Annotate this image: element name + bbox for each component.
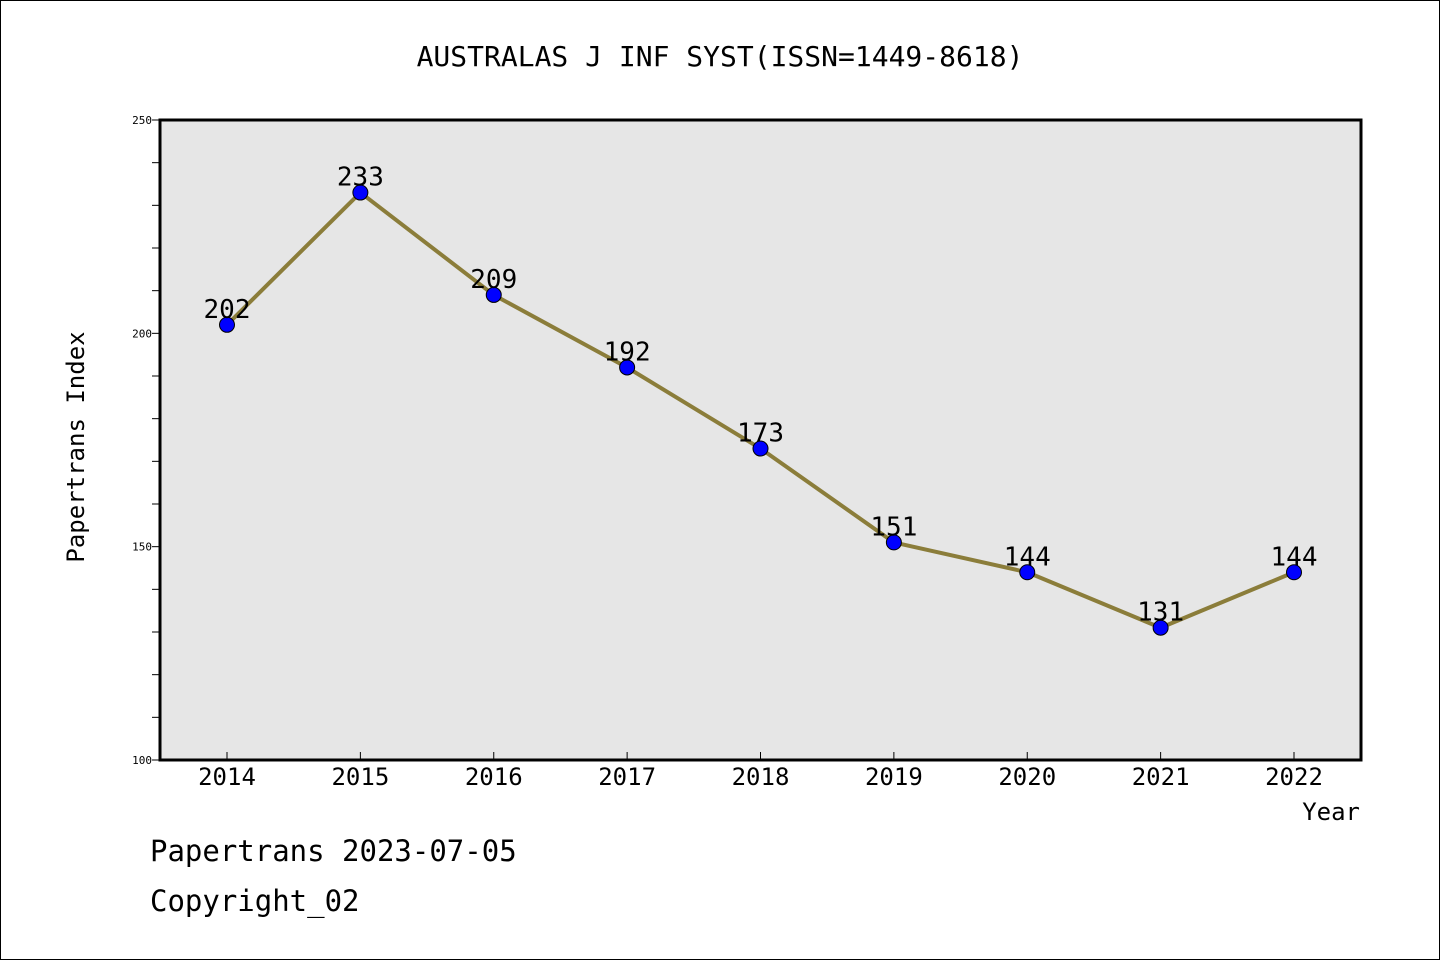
x-tick-label: 2017	[598, 763, 656, 791]
plot-border	[158, 118, 1363, 762]
data-point	[885, 534, 902, 551]
data-label: 233	[337, 163, 384, 193]
y-tick-label: 100	[132, 754, 152, 767]
data-point	[1286, 564, 1302, 581]
data-point	[485, 286, 502, 303]
x-tick-label: 2014	[198, 763, 256, 791]
data-point	[219, 316, 235, 333]
data-point	[1019, 564, 1036, 581]
data-label: 151	[870, 512, 917, 542]
data-label: 192	[604, 337, 651, 367]
y-axis: 100 150 200 250	[132, 114, 160, 767]
x-tick-label: 2021	[1132, 763, 1190, 791]
data-label: 131	[1137, 598, 1184, 628]
x-tick-label: 2020	[998, 763, 1056, 791]
chart-title: AUSTRALAS J INF SYST(ISSN=1449-8618)	[417, 40, 1024, 73]
y-tick-label: 250	[132, 114, 152, 127]
x-axis: 2014 2015 2016 2017 2018 2019 2020 2021 2022	[198, 752, 1323, 791]
x-tick-label: 2015	[331, 763, 389, 791]
marker-group	[219, 184, 1302, 636]
x-axis-label: Year	[1302, 798, 1360, 826]
footer-copyright: Copyright_02	[150, 884, 360, 918]
footer-date: Papertrans 2023-07-05	[150, 834, 517, 868]
y-tick-label: 200	[132, 327, 152, 340]
data-point	[752, 440, 769, 457]
x-tick-label: 2016	[465, 763, 523, 791]
x-tick-label: 2022	[1265, 763, 1323, 791]
x-tick-label: 2019	[865, 763, 923, 791]
data-label-group: 202 233 209 192 173 151 144 131 144	[204, 163, 1318, 628]
data-label: 144	[1271, 542, 1318, 572]
plot-area	[160, 120, 1361, 760]
data-label: 173	[737, 419, 784, 449]
data-label: 202	[204, 295, 251, 325]
y-axis-label: Papertrans Index	[62, 331, 90, 562]
data-point	[1152, 619, 1169, 636]
y-tick-label: 150	[132, 541, 152, 554]
data-label: 209	[470, 265, 517, 295]
data-point	[352, 184, 369, 201]
x-tick-label: 2018	[732, 763, 790, 791]
data-label: 144	[1004, 542, 1051, 572]
data-point	[619, 359, 636, 376]
